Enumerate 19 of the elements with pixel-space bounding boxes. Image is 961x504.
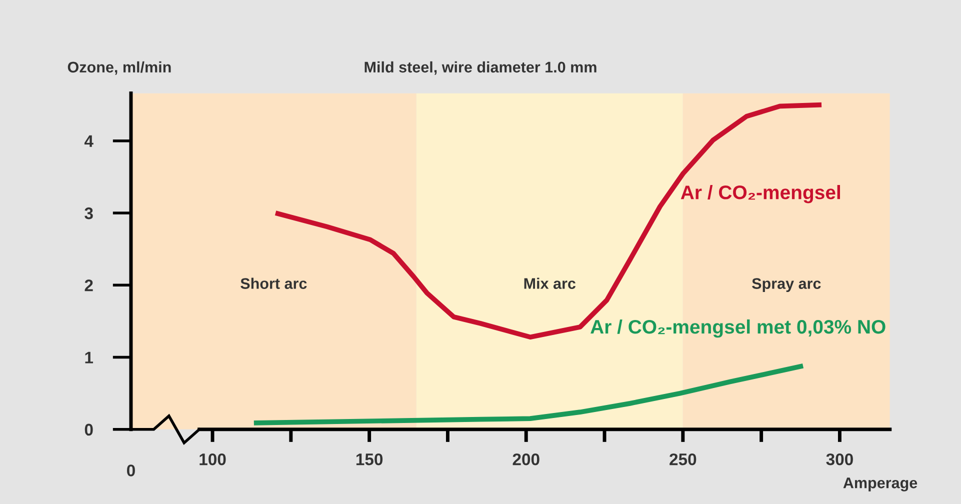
text: 0 [127,464,135,476]
chart-title: Mild steel, wire diameter 1.0 mm [364,61,596,75]
x-tick-label: 250 [670,453,696,466]
y-tick-label: 0 [84,424,93,436]
y-tick-label: 4 [84,135,94,147]
series-label: Ar / CO₂-mengsel [680,184,840,204]
band-label: Spray arc [752,278,821,292]
x-tick-label: 200 [512,453,540,466]
y-tick-label: 1 [85,352,94,364]
x-axis-title: Amperage [843,478,918,492]
x-tick-label: 150 [356,453,383,466]
y-axis-title: Ozone, ml/min [68,61,171,75]
x-tick-label: 100 [200,453,226,466]
band-label: Short arc [240,278,307,289]
x-tick-label: 300 [826,453,853,466]
text: Ar / CO₂-mengsel met 0,03% NO [590,319,886,338]
band-label: Mix arc [524,278,576,289]
y-tick-label: 3 [84,207,93,220]
y-tick-label: 2 [84,280,93,292]
